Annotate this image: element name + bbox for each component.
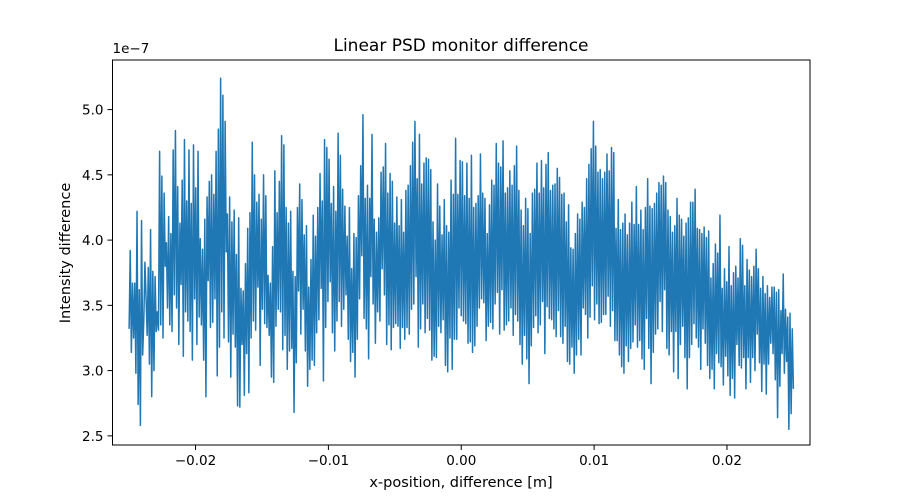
x-tick-label: 0.01 [579,453,609,469]
chart-title: Linear PSD monitor difference [333,36,588,56]
y-tick-label: 4.0 [82,233,103,249]
y-tick-label: 4.5 [82,168,103,184]
x-tick-label: −0.02 [175,453,216,469]
x-tick-label: −0.01 [308,453,349,469]
x-tick-label: 0.00 [446,453,476,469]
x-axis: −0.02 −0.01 0.00 0.01 0.02 [175,445,742,469]
y-tick-label: 2.5 [82,429,103,445]
series-line [128,77,795,431]
y-tick-label: 3.5 [82,298,103,314]
y-tick-label: 3.0 [82,364,103,380]
y-axis-label: Intensity difference [58,183,74,324]
x-tick-label: 0.02 [712,453,742,469]
y-tick-label: 5.0 [82,103,103,119]
y-axis: 2.5 3.0 3.5 4.0 4.5 5.0 [82,103,113,445]
x-axis-label: x-position, difference [m] [369,475,552,491]
plot-area [128,77,795,431]
y-axis-offset-label: 1e−7 [113,41,150,57]
